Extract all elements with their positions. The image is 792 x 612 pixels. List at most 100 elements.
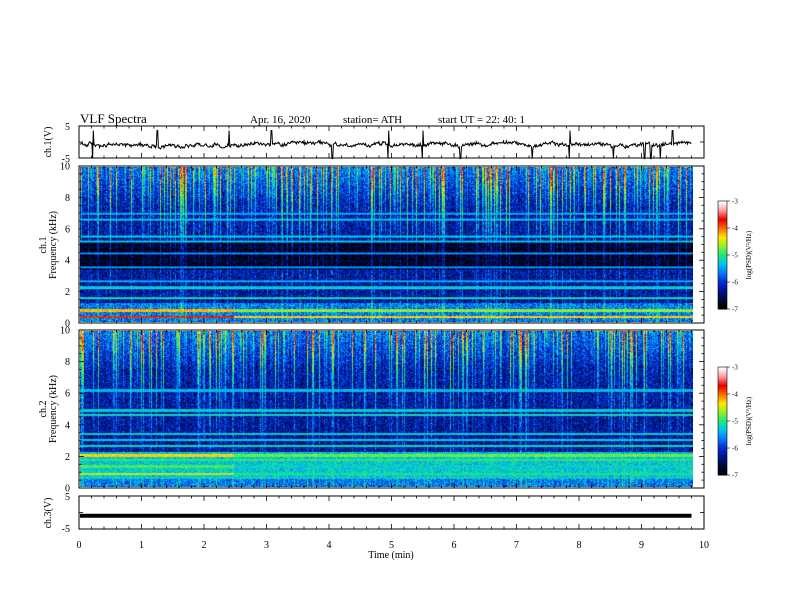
colorbar-swatch <box>718 431 727 435</box>
frequency-tick-label: 4 <box>65 420 70 431</box>
colorbar-swatch <box>718 424 727 427</box>
colorbar-swatch <box>718 451 727 454</box>
ch1-spectrogram-ticks <box>78 165 705 324</box>
colorbar-swatch <box>718 392 727 395</box>
colorbar-swatch <box>718 233 727 236</box>
colorbar-swatch <box>718 467 727 471</box>
colorbar-swatch <box>718 457 727 460</box>
time-tick-label: 7 <box>514 540 519 551</box>
ch1-waveform-panel: 5 -5 ch.1(V) <box>43 122 705 165</box>
colorbar-swatch <box>718 273 727 276</box>
colorbar-swatch <box>718 274 727 278</box>
colorbar-swatch <box>718 222 727 225</box>
colorbar-tick-label: -7 <box>732 306 738 314</box>
colorbar-swatch <box>718 413 727 417</box>
colorbar-swatch <box>718 464 727 467</box>
colorbar-swatch <box>718 401 727 404</box>
colorbar-swatch <box>718 417 727 420</box>
colorbar-swatch <box>718 455 727 458</box>
ch2-spectrogram-image <box>80 331 693 487</box>
colorbar-swatch <box>718 437 727 440</box>
colorbar-swatch <box>718 201 727 204</box>
colorbar-swatch <box>718 372 727 375</box>
frequency-tick-label: 8 <box>65 193 70 204</box>
colorbar-swatch <box>718 435 727 438</box>
colorbar-swatch <box>718 394 727 397</box>
colorbar-swatch <box>718 258 727 261</box>
frequency-tick-label: 4 <box>65 256 70 267</box>
ch1-spectrogram-image <box>80 167 693 322</box>
colorbar-swatch <box>718 224 727 227</box>
header-start-time: start UT = 22: 40: 1 <box>438 114 525 126</box>
colorbar-swatch <box>718 217 727 220</box>
ch1-waveform-line <box>79 130 692 160</box>
frequency-tick-label: 10 <box>60 162 70 173</box>
colorbar-swatch <box>718 246 727 249</box>
colorbar-swatch <box>718 206 727 209</box>
frequency-tick-label: 10 <box>60 326 70 337</box>
colorbar-swatch <box>718 226 727 229</box>
colorbar-swatch <box>718 303 727 306</box>
colorbar-swatch <box>718 289 727 292</box>
time-tick-label: 4 <box>327 540 332 551</box>
colorbar-label: log(PSD)(V²/Hz) <box>745 396 753 445</box>
colorbar-swatch <box>718 367 727 370</box>
colorbar-swatch <box>718 426 727 429</box>
frequency-tick-label: 0 <box>65 484 70 495</box>
colorbar-swatch <box>718 231 727 234</box>
colorbar-swatch <box>718 271 727 274</box>
colorbar-swatch <box>718 269 727 272</box>
frequency-tick-label: 8 <box>65 357 70 368</box>
header-station: station= ATH <box>343 114 402 126</box>
ylabel-line: ch.2 <box>38 401 49 418</box>
colorbar-swatch <box>718 395 727 399</box>
colorbar-tick-label: -4 <box>732 391 738 399</box>
colorbar-swatch <box>718 260 727 263</box>
colorbar-swatch <box>718 442 727 445</box>
colorbar-swatch <box>718 296 727 299</box>
colorbar-swatch <box>718 410 727 413</box>
ch1-ytick-top: 5 <box>65 122 70 133</box>
colorbar-swatch <box>718 433 727 436</box>
colorbar-swatch <box>718 267 727 270</box>
colorbar-swatch <box>718 388 727 391</box>
colorbar-swatch <box>718 256 727 260</box>
colorbar-swatch <box>718 301 727 305</box>
colorbar-swatch <box>718 282 727 285</box>
colorbar-swatch <box>718 428 727 431</box>
ch1-waveform-ylabel: ch.1(V) <box>43 127 54 158</box>
ch1-spectrogram-panel: 10 8 6 4 2 0 ch.1Frequency (kHz) -3 -4 -5 -6 -7 lo… <box>38 162 753 330</box>
colorbar-swatch <box>718 419 727 422</box>
colorbar-swatch <box>718 240 727 243</box>
colorbar-swatch <box>718 220 727 224</box>
ch3-waveform-panel: 5 -5 ch.3(V) <box>43 492 705 535</box>
colorbar-swatch <box>718 444 727 447</box>
header-date: Apr. 16, 2020 <box>250 114 311 126</box>
colorbar-swatch <box>718 291 727 294</box>
colorbar-swatch <box>718 449 727 453</box>
colorbar-swatch <box>718 466 727 469</box>
colorbar-swatch <box>718 255 727 258</box>
ch1-spectrogram-ytick-labels: 10 8 6 4 2 0 <box>60 162 70 330</box>
colorbar-swatch <box>718 283 727 287</box>
ch3-waveform-ylabel: ch.3(V) <box>43 498 54 529</box>
time-axis-tick-labels: 0 1 2 3 4 5 6 7 8 9 10 <box>77 540 710 551</box>
colorbar-swatch <box>718 406 727 409</box>
colorbar-swatch <box>718 408 727 411</box>
time-tick-label: 5 <box>389 540 394 551</box>
ch1-spectrogram-channel-label: ch.1Frequency (kHz) <box>38 211 59 279</box>
colorbar-swatch <box>718 210 727 213</box>
ylabel-line: Frequency (kHz) <box>48 375 59 443</box>
colorbar-swatch <box>718 265 727 269</box>
colorbar-swatch <box>718 385 727 388</box>
colorbar-swatch <box>718 249 727 252</box>
colorbar-swatch <box>718 238 727 242</box>
figure-title: VLF Spectra <box>80 111 147 126</box>
colorbar-swatch <box>718 374 727 377</box>
ch2-spectrogram-ytick-labels: 10 8 6 4 2 0 <box>60 326 70 495</box>
colorbar-swatch <box>718 208 727 211</box>
time-tick-label: 1 <box>139 540 144 551</box>
colorbar-swatch <box>718 298 727 301</box>
colorbar-swatch <box>718 242 727 245</box>
